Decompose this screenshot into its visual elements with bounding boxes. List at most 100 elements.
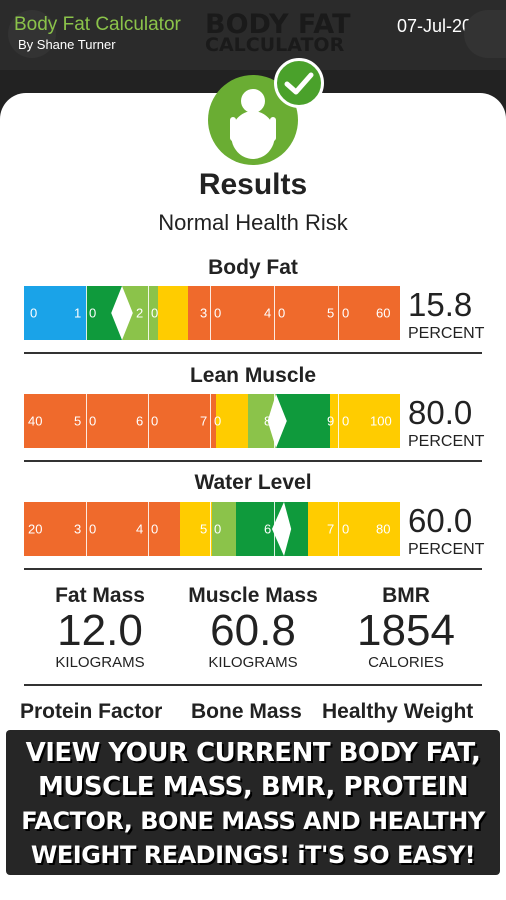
fat-mass-value: 12.0 (57, 606, 143, 655)
scale-label: 0 (89, 305, 97, 321)
muscle-mass-value: 60.8 (210, 606, 296, 655)
back-icon[interactable] (8, 10, 56, 58)
lean-muscle-title: Lean Muscle (189, 364, 317, 387)
results-title: Results (198, 168, 308, 201)
scale-label: 5 (327, 305, 335, 321)
water-level-title: Water Level (194, 471, 312, 494)
promo-line: FACTOR, BONE MASS AND HEALTHY (21, 807, 485, 835)
scale-label: 7 (327, 521, 335, 537)
scale-label: 6 (264, 521, 272, 537)
lean-muscle-value: 80.0 (408, 394, 473, 431)
app-title: Body Fat Calculator (14, 14, 181, 35)
body-fat-ticks: 0 1 0 2 0 3 0 4 0 5 0 60 (24, 286, 400, 340)
scale-label: 0 (342, 521, 350, 537)
scale-label: 0 (278, 305, 286, 321)
check-icon (274, 58, 324, 108)
app-header: Body Fat Calculator By Shane Turner BODY… (0, 0, 506, 70)
menu-icon[interactable] (464, 10, 506, 58)
scale-label: 0 (214, 305, 222, 321)
body-fat-title: Body Fat (208, 256, 298, 279)
scale-segment (308, 502, 400, 556)
scale-label: 0 (278, 413, 286, 429)
scale-segment (330, 394, 400, 448)
body-fat-value: 15.8 (408, 286, 473, 323)
fat-mass-unit: KILOGRAMS (55, 654, 145, 672)
muscle-mass-title: Muscle Mass (188, 584, 318, 607)
scale-label: 20 (28, 521, 43, 537)
scale-label: 8 (264, 413, 272, 429)
scale-segment (158, 286, 188, 340)
muscle-mass-unit: KILOGRAMS (208, 654, 298, 672)
scale-label: 3 (200, 305, 208, 321)
scale-segment (188, 286, 400, 340)
body-fat-unit: PERCENT (408, 325, 485, 342)
promo-banner-text: VIEW YOUR CURRENT BODY FAT, MUSCLE MASS,… (0, 736, 506, 872)
water-level-unit: PERCENT (408, 541, 485, 558)
app-author: By Shane Turner (18, 37, 116, 52)
scale-segment (180, 502, 212, 556)
divider (24, 352, 482, 354)
fat-mass-stat: Fat Mass 12.0 KILOGRAMS (16, 584, 184, 671)
scale-label: 100 (370, 413, 392, 429)
scale-label: 0 (151, 413, 159, 429)
bmr-value: 1854 (357, 606, 455, 655)
bmr-title: BMR (382, 584, 430, 607)
app-logo: BODY FAT CALCULATOR (205, 9, 351, 56)
scale-label: 80 (376, 521, 391, 537)
lean-muscle-readout: 80.0 PERCENT (408, 396, 492, 451)
divider (24, 568, 482, 570)
scale-label: 5 (74, 413, 82, 429)
scale-label: 6 (136, 413, 144, 429)
water-level-value: 60.0 (408, 502, 473, 539)
body-fat-scale (24, 286, 400, 340)
scale-label: 0 (214, 521, 222, 537)
scale-label: 0 (278, 521, 286, 537)
scale-label: 0 (342, 413, 350, 429)
muscle-mass-stat: Muscle Mass 60.8 KILOGRAMS (169, 584, 337, 671)
scale-label: 9 (327, 413, 335, 429)
scale-label: 40 (28, 413, 43, 429)
logo-line1: BODY FAT (205, 9, 351, 40)
scale-label: 4 (136, 521, 144, 537)
divider (24, 684, 482, 686)
bone-mass-title: Bone Mass (191, 700, 302, 723)
water-level-scale (24, 502, 400, 556)
lean-muscle-scale (24, 394, 400, 448)
bmr-stat: BMR 1854 CALORIES (322, 584, 490, 671)
scale-segment (24, 394, 216, 448)
scale-segment (24, 502, 180, 556)
scale-label: 0 (151, 521, 159, 537)
scale-label: 4 (264, 305, 272, 321)
health-risk-label: Normal Health Risk (158, 210, 348, 235)
promo-line: VIEW YOUR CURRENT BODY FAT, (25, 738, 481, 768)
promo-banner (6, 730, 500, 875)
scale-segment (24, 286, 86, 340)
logo-line2: CALCULATOR (205, 33, 345, 56)
scale-label: 60 (376, 305, 391, 321)
scale-label: 2 (136, 305, 144, 321)
lean-muscle-ticks: 40 5 0 6 0 7 0 8 0 9 0 100 (24, 394, 400, 448)
fat-mass-title: Fat Mass (55, 584, 145, 607)
scale-label: 0 (89, 521, 97, 537)
scale-label: 3 (74, 521, 82, 537)
promo-line: MUSCLE MASS, BMR, PROTEIN (37, 772, 469, 802)
divider (24, 460, 482, 462)
healthy-weight-title: Healthy Weight (322, 700, 474, 723)
scale-label: 0 (342, 305, 350, 321)
scale-label: 0 (89, 413, 97, 429)
scale-label: 0 (151, 305, 159, 321)
water-level-ticks: 20 3 0 4 0 5 0 6 0 7 0 80 (24, 502, 400, 556)
promo-line: WEIGHT READINGS! iT'S SO EASY! (30, 841, 476, 869)
scale-label: 5 (200, 521, 208, 537)
scale-label: 0 (214, 413, 222, 429)
scale-label: 7 (200, 413, 208, 429)
scale-segment (216, 394, 248, 448)
body-fat-readout: 15.8 PERCENT (408, 288, 492, 343)
lean-muscle-unit: PERCENT (408, 433, 485, 450)
protein-factor-title: Protein Factor (20, 700, 163, 723)
scale-label: 0 (30, 305, 38, 321)
scale-segment (212, 502, 236, 556)
water-level-readout: 60.0 PERCENT (408, 504, 492, 559)
bmr-unit: CALORIES (368, 654, 444, 672)
scale-label: 1 (74, 305, 82, 321)
